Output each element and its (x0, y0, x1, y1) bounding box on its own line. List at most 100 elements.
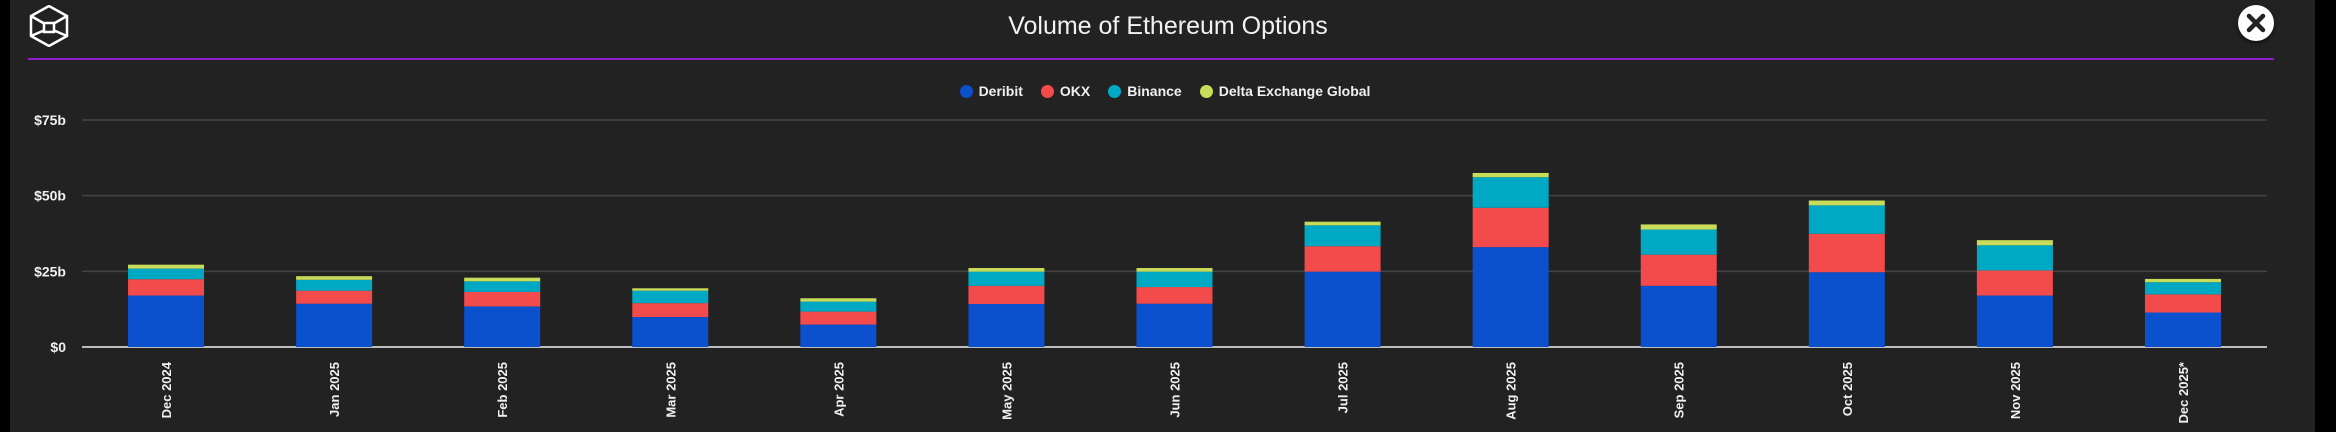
bar-segment-deribit[interactable] (2144, 312, 2221, 347)
x-tick-label: Sep 2025 (1672, 362, 1687, 418)
bar-segment-deribit[interactable] (800, 324, 877, 347)
x-tick-label: Dec 2025* (2176, 361, 2191, 423)
bar-segment-delta-exchange-global[interactable] (968, 268, 1045, 272)
bar-segment-okx[interactable] (800, 311, 877, 325)
bar-stack[interactable] (800, 298, 877, 347)
bar-segment-delta-exchange-global[interactable] (1304, 221, 1381, 226)
bar-segment-okx[interactable] (296, 290, 373, 304)
bar-segment-okx[interactable] (1472, 207, 1549, 248)
bar-stack[interactable] (968, 268, 1045, 347)
bar-segment-deribit[interactable] (1136, 303, 1213, 347)
legend-item[interactable]: Delta Exchange Global (1199, 83, 1371, 99)
bar-segment-delta-exchange-global[interactable] (800, 298, 877, 302)
x-tick-label: Nov 2025 (2008, 362, 2023, 419)
bar-segment-okx[interactable] (1808, 233, 1885, 273)
y-tick-label: $50b (34, 188, 66, 204)
bar-segment-delta-exchange-global[interactable] (1136, 268, 1213, 272)
bar-segment-delta-exchange-global[interactable] (2144, 278, 2221, 283)
bar-segment-deribit[interactable] (632, 317, 709, 347)
cube-logo-icon (28, 4, 70, 48)
bar-stack[interactable] (1640, 224, 1717, 347)
bar-segment-binance[interactable] (1304, 225, 1381, 247)
bar-segment-binance[interactable] (1136, 271, 1213, 288)
x-tick-label: Mar 2025 (663, 362, 678, 418)
bar-segment-delta-exchange-global[interactable] (1472, 172, 1549, 178)
chart-panel (10, 0, 2315, 432)
y-tick-label: $0 (50, 339, 66, 355)
bar-segment-binance[interactable] (1640, 229, 1717, 255)
legend-marker (1199, 84, 1213, 98)
x-tick-label: Feb 2025 (495, 362, 510, 418)
bar-segment-delta-exchange-global[interactable] (296, 276, 373, 280)
bar-segment-binance[interactable] (632, 290, 709, 304)
close-button[interactable] (2238, 5, 2274, 41)
x-tick-label: Apr 2025 (831, 362, 846, 417)
bar-stack[interactable] (2144, 278, 2221, 347)
legend-label: Delta Exchange Global (1218, 83, 1371, 99)
chart-legend: Deribit OKX Binance Delta Exchange Global (0, 83, 2336, 99)
x-tick-label: Dec 2024 (159, 361, 174, 418)
bar-segment-binance[interactable] (1808, 205, 1885, 234)
bar-segment-delta-exchange-global[interactable] (464, 277, 541, 282)
bar-segment-deribit[interactable] (296, 303, 373, 347)
bar-stack[interactable] (632, 288, 709, 347)
y-tick-label: $25b (34, 263, 66, 279)
bar-segment-binance[interactable] (128, 268, 205, 280)
bar-segment-deribit[interactable] (1808, 272, 1885, 347)
bar-stack[interactable] (464, 277, 541, 347)
bar-stack[interactable] (296, 276, 373, 347)
bar-segment-delta-exchange-global[interactable] (1976, 240, 2053, 246)
x-tick-label: Jul 2025 (1336, 362, 1351, 413)
bar-segment-binance[interactable] (1472, 177, 1549, 208)
bar-segment-okx[interactable] (464, 291, 541, 307)
y-tick-label: $75b (34, 112, 66, 128)
legend-marker (1040, 84, 1054, 98)
bar-segment-binance[interactable] (2144, 282, 2221, 295)
bar-segment-deribit[interactable] (464, 306, 541, 347)
x-tick-label: Aug 2025 (1504, 362, 1519, 420)
bar-segment-delta-exchange-global[interactable] (1640, 224, 1717, 230)
x-tick-label: Oct 2025 (1840, 362, 1855, 416)
x-tick-label: Jan 2025 (327, 362, 342, 417)
bar-segment-deribit[interactable] (1640, 285, 1717, 347)
bar-stack[interactable] (1304, 221, 1381, 347)
legend-marker (959, 84, 973, 98)
bar-segment-binance[interactable] (800, 301, 877, 312)
bar-stack[interactable] (1136, 268, 1213, 347)
bar-segment-binance[interactable] (464, 281, 541, 292)
legend-label: Deribit (978, 83, 1023, 99)
bar-segment-okx[interactable] (128, 279, 205, 296)
bar-segment-delta-exchange-global[interactable] (128, 264, 205, 269)
bar-stack[interactable] (1808, 200, 1885, 347)
legend-item[interactable]: Binance (1108, 83, 1182, 99)
bar-segment-deribit[interactable] (1304, 271, 1381, 347)
bar-segment-delta-exchange-global[interactable] (632, 288, 709, 291)
bar-segment-deribit[interactable] (968, 304, 1045, 347)
bar-segment-okx[interactable] (1136, 287, 1213, 304)
bar-segment-okx[interactable] (2144, 294, 2221, 313)
header-divider (28, 58, 2274, 60)
bar-stack[interactable] (1976, 240, 2053, 347)
bar-segment-deribit[interactable] (1472, 247, 1549, 347)
bar-stack[interactable] (1472, 172, 1549, 347)
bar-segment-deribit[interactable] (128, 295, 205, 347)
bar-segment-okx[interactable] (1304, 246, 1381, 272)
legend-label: OKX (1059, 83, 1091, 99)
x-tick-label: May 2025 (999, 362, 1014, 420)
bar-segment-okx[interactable] (1640, 254, 1717, 286)
bar-segment-binance[interactable] (968, 271, 1045, 286)
bar-segment-okx[interactable] (968, 285, 1045, 305)
legend-item[interactable]: OKX (1040, 83, 1091, 99)
bar-segment-delta-exchange-global[interactable] (1808, 200, 1885, 206)
legend-item[interactable]: Deribit (959, 83, 1023, 99)
x-tick-label: Jun 2025 (1168, 362, 1183, 418)
bar-segment-okx[interactable] (1976, 270, 2053, 296)
bar-segment-binance[interactable] (1976, 245, 2053, 271)
close-icon (2246, 13, 2266, 33)
bar-stack[interactable] (128, 264, 205, 347)
bar-segment-binance[interactable] (296, 279, 373, 291)
bar-segment-deribit[interactable] (1976, 295, 2053, 347)
bar-segment-okx[interactable] (632, 303, 709, 318)
chart-title: Volume of Ethereum Options (1008, 12, 1328, 40)
